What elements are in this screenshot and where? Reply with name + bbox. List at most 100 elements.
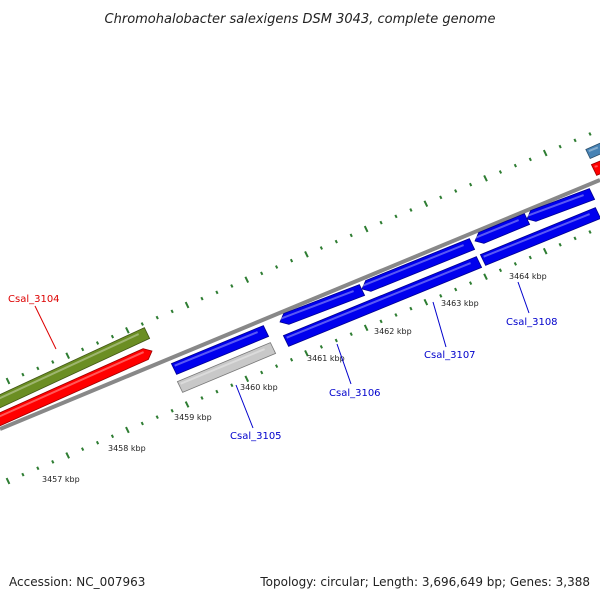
lower-scale-tick [170, 408, 174, 413]
scale-tick-label: 3458 kbp [108, 444, 146, 453]
csal-3106-cds-highlight [280, 290, 354, 320]
scale-ticks: 3457 kbp 3458 kbp 3459 kbp 3460 kbp 3461 kbp… [5, 132, 592, 485]
lower-scale-tick [542, 247, 548, 255]
csal-3108-cds-tail-highlight [527, 194, 584, 217]
topology-summary: Topology: circular; Length: 3,696,649 bp… [259, 575, 590, 589]
upper-scale-tick [304, 251, 309, 258]
upper-scale-tick [81, 347, 85, 352]
upper-scale-tick [200, 296, 204, 301]
lower-scale-tick [36, 466, 40, 471]
scale-tick-label: 3463 kbp [441, 299, 479, 308]
map-title: Chromohalobacter salexigens DSM 3043, co… [105, 12, 496, 27]
upper-scale-tick [51, 360, 55, 364]
lower-scale-tick [319, 345, 323, 349]
lower-scale-tick [469, 281, 473, 285]
csal-3105-rna-highlight [180, 348, 266, 385]
csal-3106-label[interactable]: Csal_3106 [329, 388, 381, 399]
lower-scale-tick [81, 447, 85, 451]
upper-scale-tick [155, 315, 159, 320]
lower-scale-tick [5, 477, 11, 485]
lower-scale-tick [454, 287, 458, 292]
lower-scale-tick [483, 273, 488, 281]
lower-scale-tick [439, 293, 443, 298]
red-track-feature-left [0, 348, 153, 427]
lower-scale-tick [513, 262, 517, 266]
lower-scale-tick [110, 434, 115, 439]
upper-scale-tick [409, 208, 413, 212]
csal-3108-leader-line [517, 281, 530, 314]
feature-labels: Csal_3104 Csal_3105 Csal_3106 Csal_3107 Csal… [8, 281, 558, 442]
csal-3105-cds [170, 325, 270, 375]
lower-scale-tick [244, 375, 250, 383]
lower-scale-tick [65, 452, 70, 459]
upper-scale-tick [439, 195, 443, 200]
upper-scale-tick [363, 225, 369, 233]
upper-scale-tick [230, 284, 234, 288]
csal-3106-leader-line [336, 343, 352, 385]
upper-scale-tick [125, 327, 130, 334]
csal-3104-leader-line [34, 305, 57, 350]
upper-scale-tick [558, 144, 562, 149]
lower-scale-tick [95, 440, 100, 445]
upper-scale-tick [483, 175, 488, 182]
upper-scale-tick [469, 182, 473, 187]
csal-3106-cds [279, 284, 366, 325]
backbone-line [0, 178, 600, 431]
csal-3104-feature-highlight [0, 333, 140, 400]
lower-scale-tick [349, 332, 353, 337]
lower-scale-tick [260, 370, 264, 375]
csal-3105-label[interactable]: Csal_3105 [230, 431, 282, 442]
upper-scale-tick [542, 149, 548, 157]
csal-3107-cds-upper-highlight [362, 244, 464, 287]
red-track-feature-right [590, 160, 600, 176]
upper-scale-tick [513, 163, 517, 168]
upper-scale-tick [289, 258, 294, 263]
lower-scale-tick [21, 472, 25, 477]
scale-tick-label: 3461 kbp [307, 354, 345, 363]
upper-scale-tick [244, 276, 250, 283]
csal-3104-feature [0, 327, 151, 409]
lower-scale-tick [498, 268, 503, 273]
csal-3105-rna [176, 342, 277, 393]
upper-scale-tick [140, 322, 144, 326]
lower-scale-tick [588, 230, 592, 234]
csal-3108-cds-upper-highlight [475, 219, 520, 239]
scale-tick-label: 3460 kbp [240, 383, 278, 392]
upper-scale-tick [260, 271, 264, 276]
lower-scale-tick [184, 401, 190, 408]
upper-scale-tick [319, 246, 323, 250]
csal-3108-cds-lower [479, 207, 600, 266]
csal-3108-label[interactable]: Csal_3108 [506, 317, 558, 328]
csal-3108-cds-lower-highlight [483, 213, 590, 258]
upper-scale-tick [349, 233, 353, 238]
upper-scale-tick [110, 334, 115, 339]
lower-scale-tick [125, 426, 130, 434]
lower-scale-tick [334, 338, 338, 343]
lower-scale-tick [423, 298, 429, 306]
scale-tick-label: 3457 kbp [42, 475, 80, 484]
upper-scale-tick [528, 157, 532, 162]
lower-scale-tick [573, 236, 577, 241]
lower-scale-tick [230, 383, 234, 388]
upper-scale-tick [334, 239, 338, 244]
lower-scale-tick [275, 364, 279, 368]
lower-scale-tick [289, 357, 294, 362]
csal-3105-leader-line [235, 384, 254, 429]
csal-3107-label[interactable]: Csal_3107 [424, 350, 476, 361]
lower-scale-tick [200, 396, 204, 400]
steelblue-track-feature [585, 142, 600, 160]
upper-scale-tick [379, 220, 383, 225]
csal-3107-cds-lower-highlight [286, 262, 471, 339]
scale-tick-label: 3464 kbp [509, 272, 547, 281]
scale-tick-label: 3459 kbp [174, 413, 212, 422]
red-track-feature-right-highlight [594, 165, 598, 168]
upper-scale-tick [454, 189, 458, 193]
csal-3107-cds-upper [361, 238, 476, 292]
lower-scale-tick [155, 415, 159, 420]
lower-scale-tick [558, 242, 562, 247]
csal-3104-label[interactable]: Csal_3104 [8, 294, 60, 305]
upper-scale-tick [65, 352, 70, 359]
upper-scale-tick [588, 132, 592, 136]
backbone [0, 178, 600, 431]
